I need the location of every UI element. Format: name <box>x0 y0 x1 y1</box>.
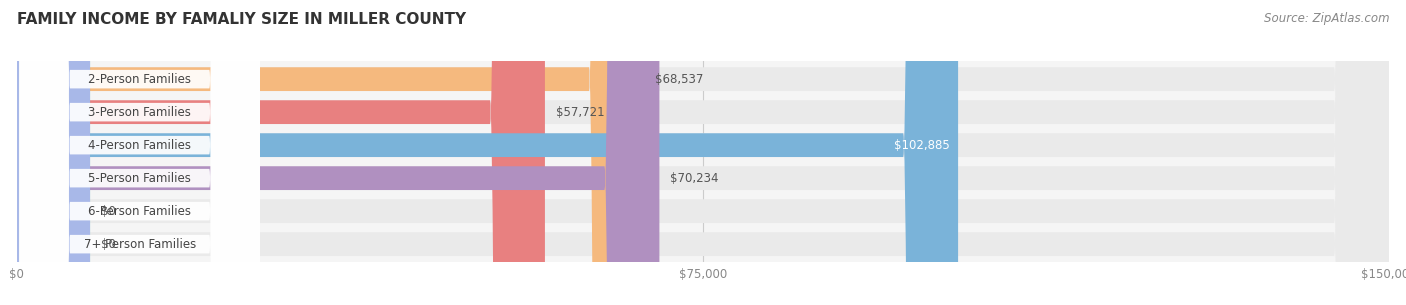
FancyBboxPatch shape <box>17 0 1389 305</box>
FancyBboxPatch shape <box>17 0 546 305</box>
FancyBboxPatch shape <box>17 0 1389 305</box>
FancyBboxPatch shape <box>20 0 260 305</box>
Text: Source: ZipAtlas.com: Source: ZipAtlas.com <box>1264 12 1389 25</box>
Text: 4-Person Families: 4-Person Families <box>89 139 191 152</box>
Text: 3-Person Families: 3-Person Families <box>89 106 191 119</box>
Text: $102,885: $102,885 <box>894 139 950 152</box>
FancyBboxPatch shape <box>20 0 260 305</box>
FancyBboxPatch shape <box>20 0 260 305</box>
FancyBboxPatch shape <box>17 0 1389 305</box>
FancyBboxPatch shape <box>20 0 260 305</box>
Text: $0: $0 <box>101 205 115 218</box>
Text: 7+ Person Families: 7+ Person Families <box>83 238 195 251</box>
Text: 5-Person Families: 5-Person Families <box>89 172 191 185</box>
FancyBboxPatch shape <box>17 0 659 305</box>
Text: $70,234: $70,234 <box>671 172 718 185</box>
FancyBboxPatch shape <box>17 0 644 305</box>
FancyBboxPatch shape <box>17 0 1389 305</box>
FancyBboxPatch shape <box>20 0 260 305</box>
Text: 6-Person Families: 6-Person Families <box>89 205 191 218</box>
Text: $68,537: $68,537 <box>655 73 703 86</box>
FancyBboxPatch shape <box>17 0 90 305</box>
FancyBboxPatch shape <box>17 0 1389 305</box>
Text: $57,721: $57,721 <box>555 106 605 119</box>
Text: FAMILY INCOME BY FAMALIY SIZE IN MILLER COUNTY: FAMILY INCOME BY FAMALIY SIZE IN MILLER … <box>17 12 465 27</box>
Text: $0: $0 <box>101 238 115 251</box>
FancyBboxPatch shape <box>17 0 957 305</box>
Text: 2-Person Families: 2-Person Families <box>89 73 191 86</box>
FancyBboxPatch shape <box>17 0 90 305</box>
FancyBboxPatch shape <box>17 0 1389 305</box>
FancyBboxPatch shape <box>20 0 260 305</box>
